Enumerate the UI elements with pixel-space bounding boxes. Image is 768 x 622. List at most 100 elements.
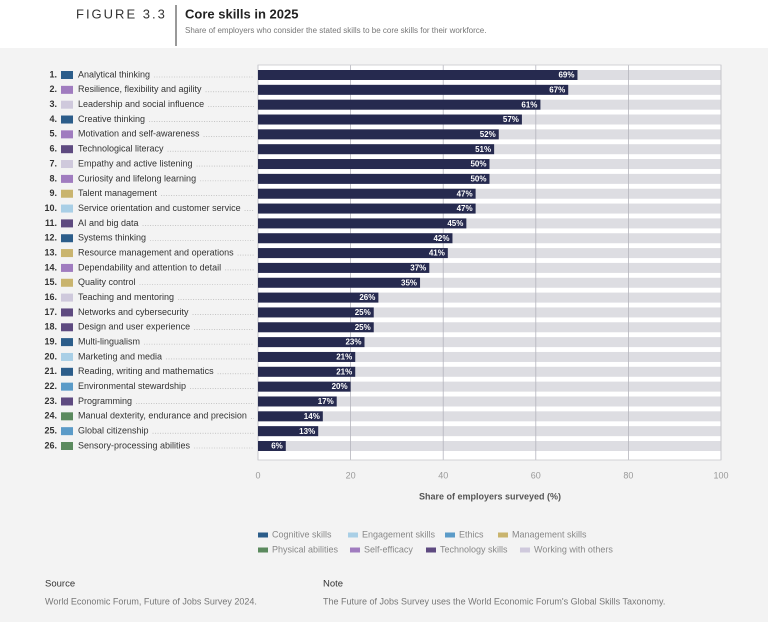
- category-swatch: [61, 442, 73, 450]
- category-label: Curiosity and lifelong learning: [78, 173, 196, 183]
- bar: [258, 84, 569, 95]
- category-swatch: [61, 189, 73, 198]
- rank-label: 19.: [44, 336, 57, 346]
- value-label: 61%: [521, 100, 537, 109]
- x-tick-label: 80: [623, 470, 633, 480]
- value-label: 26%: [359, 293, 375, 302]
- bar-background: [258, 322, 721, 333]
- plot-frame: [257, 64, 722, 461]
- bar: [258, 129, 499, 140]
- bar: [258, 351, 356, 362]
- rank-label: 17.: [44, 307, 57, 317]
- bar-background: [258, 188, 721, 199]
- rank-label: 22.: [44, 381, 57, 391]
- bar-background: [258, 441, 721, 451]
- rank-label: 1.: [49, 69, 57, 79]
- bar: [258, 426, 319, 437]
- legend-label: Self-efficacy: [364, 544, 413, 554]
- value-label: 50%: [470, 160, 486, 169]
- rank-label: 18.: [44, 322, 57, 332]
- bar: [258, 99, 541, 110]
- bar: [258, 188, 476, 199]
- bar: [258, 396, 337, 407]
- source-text: World Economic Forum, Future of Jobs Sur…: [45, 596, 257, 606]
- bar-background: [258, 381, 721, 392]
- rank-label: 6.: [49, 144, 57, 154]
- rank-label: 12.: [44, 233, 57, 243]
- chart-subtitle: Share of employers who consider the stat…: [185, 26, 486, 35]
- value-label: 57%: [503, 115, 519, 124]
- rank-label: 25.: [44, 426, 57, 436]
- legend-swatch: [520, 547, 530, 553]
- category-swatch: [61, 115, 73, 124]
- bar-background: [258, 292, 721, 303]
- rank-label: 21.: [44, 366, 57, 376]
- bar: [258, 173, 490, 184]
- category-label: Motivation and self-awareness: [78, 129, 200, 139]
- bar-background: [258, 248, 721, 259]
- value-label: 6%: [271, 442, 283, 451]
- legend-swatch: [350, 547, 360, 553]
- rank-label: 4.: [49, 114, 57, 124]
- bar: [258, 70, 578, 80]
- bar-background: [258, 262, 721, 273]
- category-swatch: [61, 382, 73, 391]
- x-tick-label: 20: [346, 470, 356, 480]
- category-label: Multi-lingualism: [78, 336, 140, 346]
- bar: [258, 218, 467, 229]
- rank-label: 9.: [49, 188, 57, 198]
- x-tick-label: 40: [438, 470, 448, 480]
- bar: [258, 144, 495, 155]
- rank-label: 3.: [49, 99, 57, 109]
- category-swatch: [61, 263, 73, 272]
- bar-background: [258, 396, 721, 407]
- category-label: Global citizenship: [78, 426, 149, 436]
- category-label: Resilience, flexibility and agility: [78, 84, 202, 94]
- bar: [258, 159, 490, 170]
- bar: [258, 233, 453, 244]
- x-tick-label: 100: [713, 470, 728, 480]
- legend-swatch: [258, 532, 268, 538]
- value-label: 23%: [345, 338, 361, 347]
- value-label: 13%: [299, 427, 315, 436]
- value-label: 47%: [457, 204, 473, 213]
- category-swatch: [61, 219, 73, 228]
- category-label: Analytical thinking: [78, 69, 150, 79]
- legend-label: Working with others: [534, 544, 613, 554]
- bar: [258, 248, 448, 259]
- bar: [258, 262, 430, 273]
- rank-label: 15.: [44, 277, 57, 287]
- category-swatch: [61, 427, 73, 436]
- bar: [258, 114, 522, 125]
- rank-label: 8.: [49, 173, 57, 183]
- value-label: 67%: [549, 85, 565, 94]
- category-label: AI and big data: [78, 218, 139, 228]
- bar: [258, 441, 286, 451]
- category-swatch: [61, 338, 73, 347]
- category-swatch: [61, 71, 73, 79]
- rank-label: 26.: [44, 440, 57, 450]
- category-swatch: [61, 234, 73, 243]
- value-label: 20%: [332, 382, 348, 391]
- bar-background: [258, 203, 721, 214]
- category-label: Creative thinking: [78, 114, 145, 124]
- category-label: Leadership and social influence: [78, 99, 204, 109]
- legend-label: Ethics: [459, 529, 484, 539]
- category-label: Manual dexterity, endurance and precisio…: [78, 411, 247, 421]
- category-swatch: [61, 174, 73, 183]
- rank-label: 16.: [44, 292, 57, 302]
- category-swatch: [61, 352, 73, 361]
- value-label: 52%: [480, 130, 496, 139]
- bar-background: [258, 426, 721, 437]
- bar-background: [258, 307, 721, 318]
- category-swatch: [61, 100, 73, 109]
- bar: [258, 277, 421, 288]
- value-label: 50%: [470, 174, 486, 183]
- legend-swatch: [258, 547, 268, 553]
- category-label: Environmental stewardship: [78, 381, 186, 391]
- source-heading: Source: [45, 579, 75, 590]
- category-label: Programming: [78, 396, 132, 406]
- figure-label: FIGURE 3.3: [76, 6, 167, 21]
- category-swatch: [61, 145, 73, 154]
- value-label: 41%: [429, 249, 445, 258]
